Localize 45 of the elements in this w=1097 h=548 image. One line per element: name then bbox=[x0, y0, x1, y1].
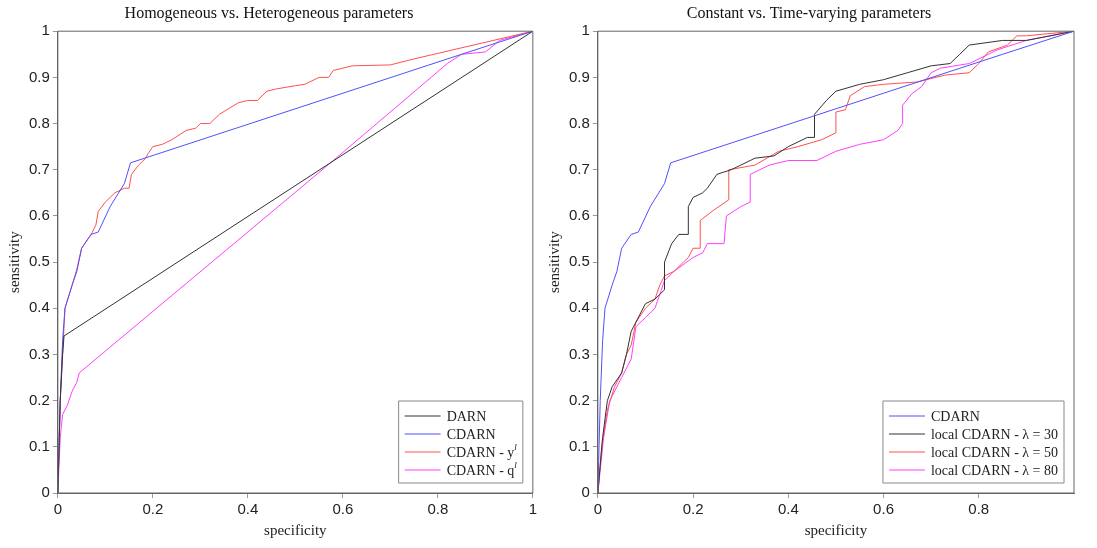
y-tick-label: 0.6 bbox=[28, 206, 50, 224]
x-tick-label: 0.6 bbox=[332, 500, 354, 518]
chart-title: Constant vs. Time-varying parameters bbox=[686, 3, 932, 22]
y-tick-label: 0.9 bbox=[28, 67, 50, 85]
y-tick-label: 0.7 bbox=[28, 159, 50, 177]
legend-label: DARN bbox=[446, 408, 487, 424]
y-tick-label: 0.3 bbox=[568, 344, 590, 362]
y-tick-label: 0.6 bbox=[568, 206, 590, 224]
x-tick-label: 0.6 bbox=[873, 500, 894, 518]
legend-label: CDARN bbox=[446, 426, 496, 442]
y-tick-label: 1 bbox=[581, 21, 590, 39]
x-axis-title: specificity bbox=[804, 521, 868, 538]
y-tick-label: 0 bbox=[41, 483, 50, 501]
y-tick-label: 0.4 bbox=[28, 298, 50, 316]
x-tick-label: 0.2 bbox=[682, 500, 704, 518]
y-tick-label: 0.8 bbox=[28, 113, 50, 131]
x-tick-label: 0.4 bbox=[777, 500, 799, 518]
y-tick-label: 0.5 bbox=[28, 252, 50, 270]
legend-label: local CDARN - λ = 30 bbox=[930, 426, 1058, 442]
legend-label: local CDARN - λ = 50 bbox=[930, 444, 1058, 460]
x-tick-label: 0 bbox=[593, 500, 603, 518]
y-tick-label: 0.7 bbox=[568, 159, 590, 177]
legend-label: CDARN bbox=[930, 408, 980, 424]
y-tick-label: 1 bbox=[41, 21, 50, 39]
y-axis-title: sensitivity bbox=[545, 230, 562, 293]
y-tick-label: 0.5 bbox=[568, 252, 590, 270]
x-tick-label: 0.8 bbox=[427, 500, 449, 518]
y-tick-label: 0.4 bbox=[568, 298, 590, 316]
y-tick-label: 0 bbox=[581, 483, 590, 501]
x-tick-label: 0.4 bbox=[237, 500, 259, 518]
y-tick-label: 0.8 bbox=[568, 113, 590, 131]
x-tick-label: 0.2 bbox=[142, 500, 164, 518]
y-tick-label: 0.1 bbox=[28, 436, 50, 454]
x-tick-label: 0.8 bbox=[968, 500, 990, 518]
x-axis-title: specificity bbox=[264, 521, 328, 538]
x-tick-label: 0 bbox=[53, 500, 63, 518]
y-tick-label: 0.3 bbox=[28, 344, 50, 362]
x-tick-label: 1 bbox=[528, 500, 537, 518]
y-tick-label: 0.1 bbox=[568, 436, 590, 454]
y-tick-label: 0.9 bbox=[568, 67, 590, 85]
legend-label: local CDARN - λ = 80 bbox=[930, 462, 1058, 478]
y-tick-label: 0.2 bbox=[568, 390, 590, 408]
y-tick-label: 0.2 bbox=[28, 390, 50, 408]
y-axis-title: sensitivity bbox=[5, 230, 22, 293]
chart-title: Homogeneous vs. Heterogeneous parameters bbox=[124, 3, 414, 22]
